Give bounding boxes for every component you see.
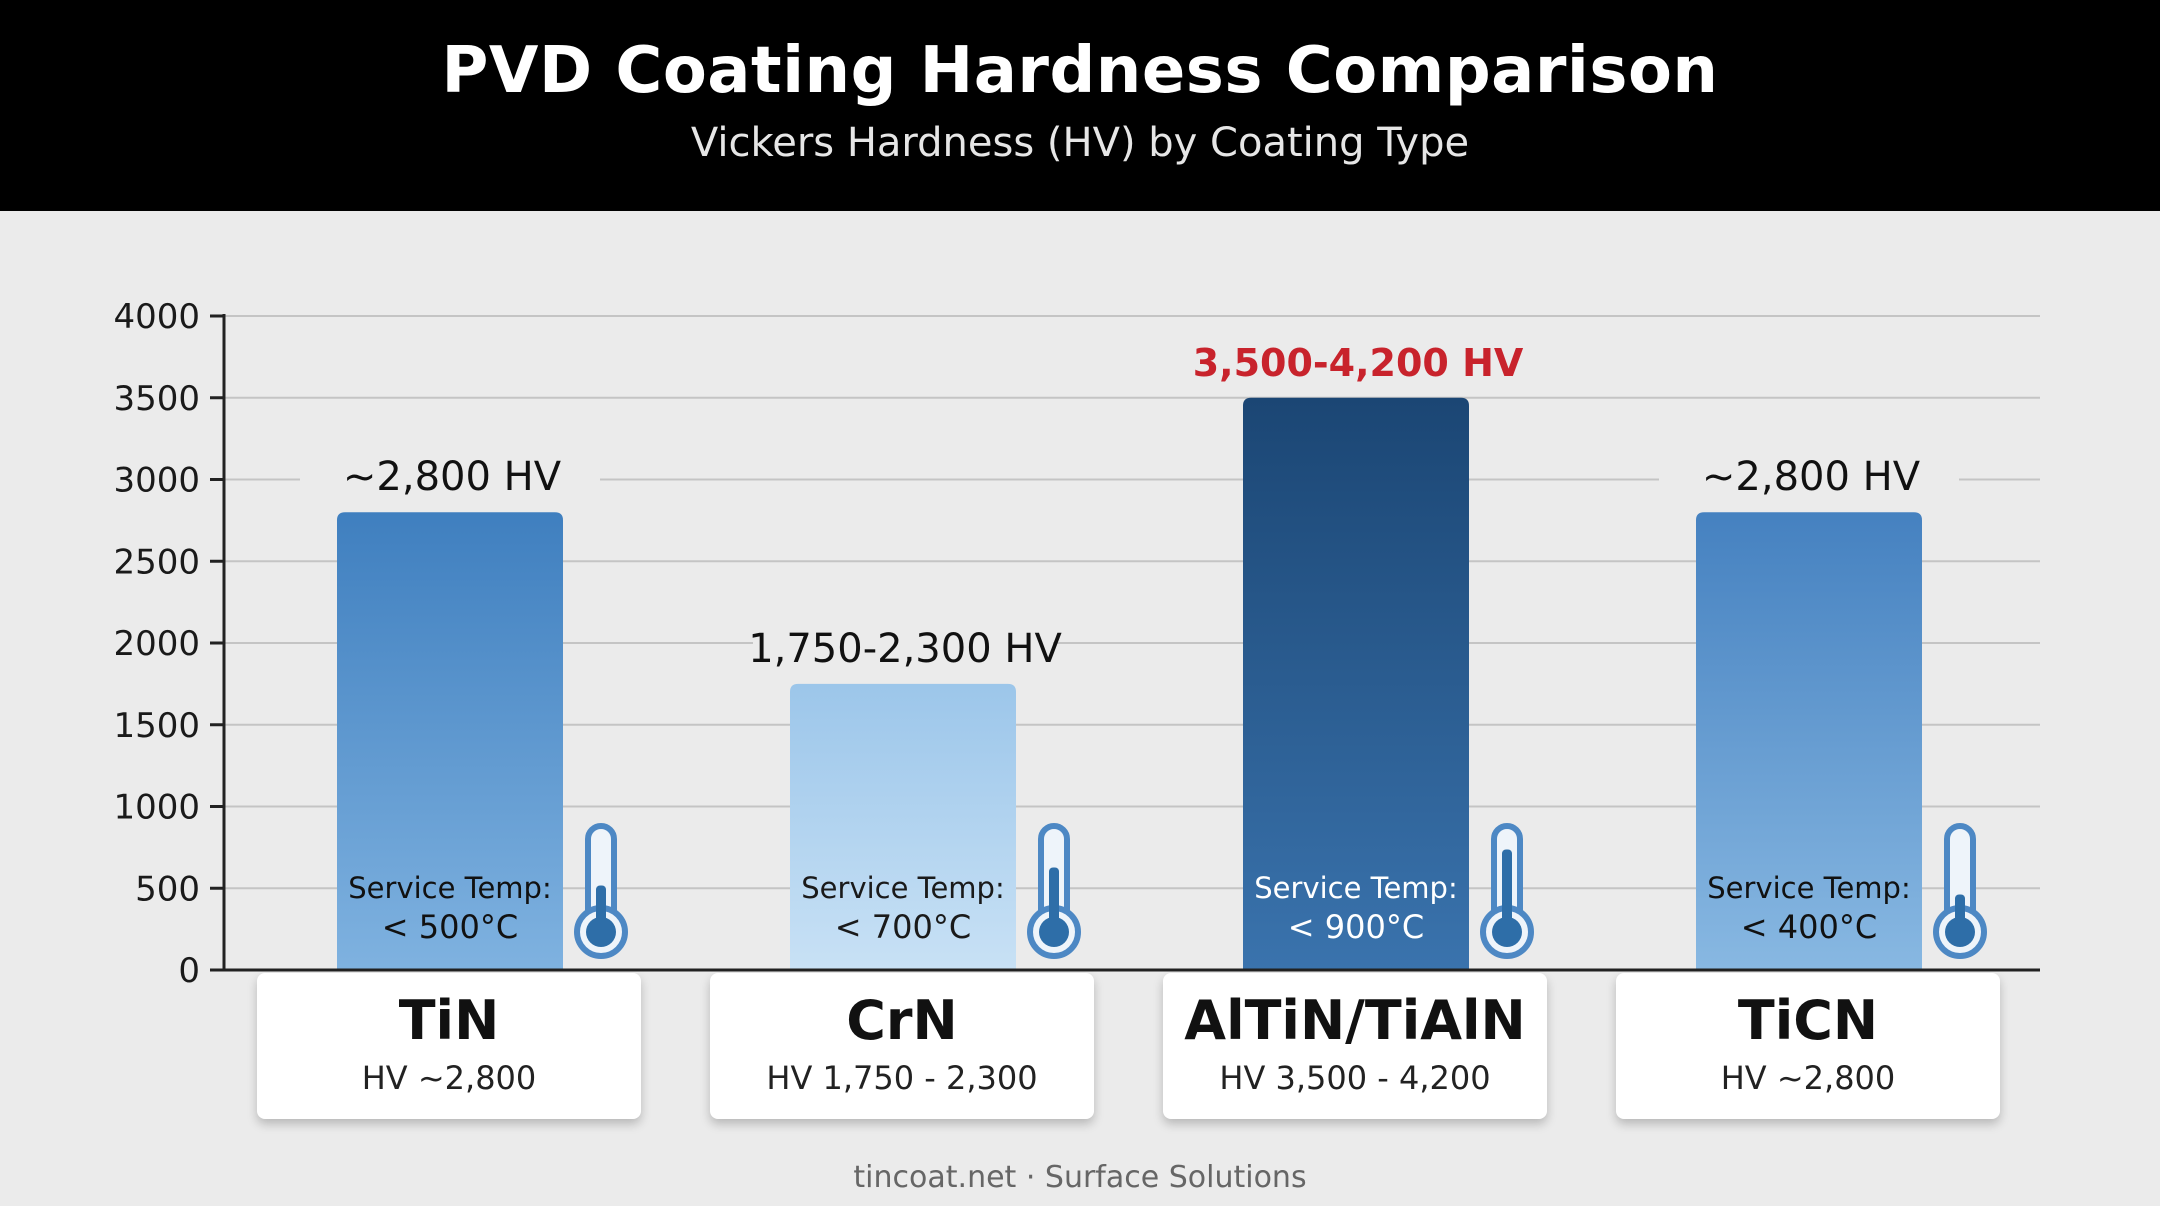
service-temp-value: < 500°C [382,908,518,946]
bar-label-backdrop [1206,335,1506,388]
bar-group: ~2,800 HV Service Temp:< 500°C [300,450,628,970]
bar-altin [1243,397,1469,970]
thermometer-bulb [1039,917,1069,947]
thermometer-bulb [1492,917,1522,947]
bar-value-label: 1,750-2,300 HV [748,626,1062,672]
y-tick-label: 2500 [113,542,200,582]
bar-group: ~2,800 HV Service Temp:< 400°C [1659,450,1987,970]
bar-crn [790,683,1016,970]
category-sublabel: HV ~2,800 [1720,1059,1896,1097]
service-temp-label: Service Temp: [1254,871,1457,905]
thermometer-bulb [586,917,616,947]
category-sublabel: HV 3,500 - 4,200 [1219,1059,1491,1097]
thermometer-icon [574,823,628,959]
y-tick-label: 1500 [113,706,200,746]
y-tick-label: 3500 [113,379,200,419]
category-card-tin: TiN HV ~2,800 [257,973,641,1119]
chart-title: PVD Coating Hardness Comparison [441,34,1719,108]
bar-label-backdrop [1659,450,1959,503]
service-temp-label: Service Temp: [1707,871,1910,905]
bar-value-label: 3,500-4,200 HV [1193,341,1524,385]
thermometer-icon [1027,823,1081,959]
y-tick-label: 4000 [113,297,200,337]
thermometer-bulb [1945,917,1975,947]
thermometer-fill [596,885,606,926]
y-tick-label: 3000 [113,461,200,501]
category-sublabel: HV 1,750 - 2,300 [766,1059,1038,1097]
thermometer-fill [1502,849,1512,926]
y-tick-label: 0 [178,951,200,991]
y-tick-label: 500 [135,869,200,909]
category-card-crn: CrN HV 1,750 - 2,300 [710,973,1094,1119]
thermometer-fill [1049,867,1059,926]
thermometer-icon [1480,823,1534,959]
category-label: TiCN [1737,989,1879,1052]
header: PVD Coating Hardness Comparison Vickers … [0,0,2160,211]
category-label: AlTiN/TiAlN [1184,989,1526,1052]
category-sublabel: HV ~2,800 [361,1059,537,1097]
bar-tin [337,512,563,970]
category-card-ticn: TiCN HV ~2,800 [1616,973,2000,1119]
bar-label-backdrop [300,450,600,503]
service-temp-value: < 400°C [1741,908,1877,946]
bar-label-backdrop [753,621,1053,674]
chart-subtitle: Vickers Hardness (HV) by Coating Type [690,120,1470,166]
category-label: CrN [846,989,958,1052]
bar-ticn [1696,512,1922,970]
service-temp-label: Service Temp: [801,871,1004,905]
y-tick-label: 2000 [113,624,200,664]
bar-value-label: ~2,800 HV [343,454,562,500]
footer-credit: tincoat.net · Surface Solutions [853,1160,1307,1195]
category-card-altin: AlTiN/TiAlN HV 3,500 - 4,200 [1163,973,1547,1119]
service-temp-label: Service Temp: [348,871,551,905]
y-tick-label: 1000 [113,788,200,828]
service-temp-value: < 700°C [835,908,971,946]
bar-group: 1,750-2,300 HV Service Temp:< 700°C [748,621,1081,970]
bar-value-label: ~2,800 HV [1702,454,1921,500]
category-label: TiN [398,989,500,1052]
thermometer-icon [1933,823,1987,959]
service-temp-value: < 900°C [1288,908,1424,946]
bar-group: 3,500-4,200 HV Service Temp:< 900°C [1193,335,1534,970]
